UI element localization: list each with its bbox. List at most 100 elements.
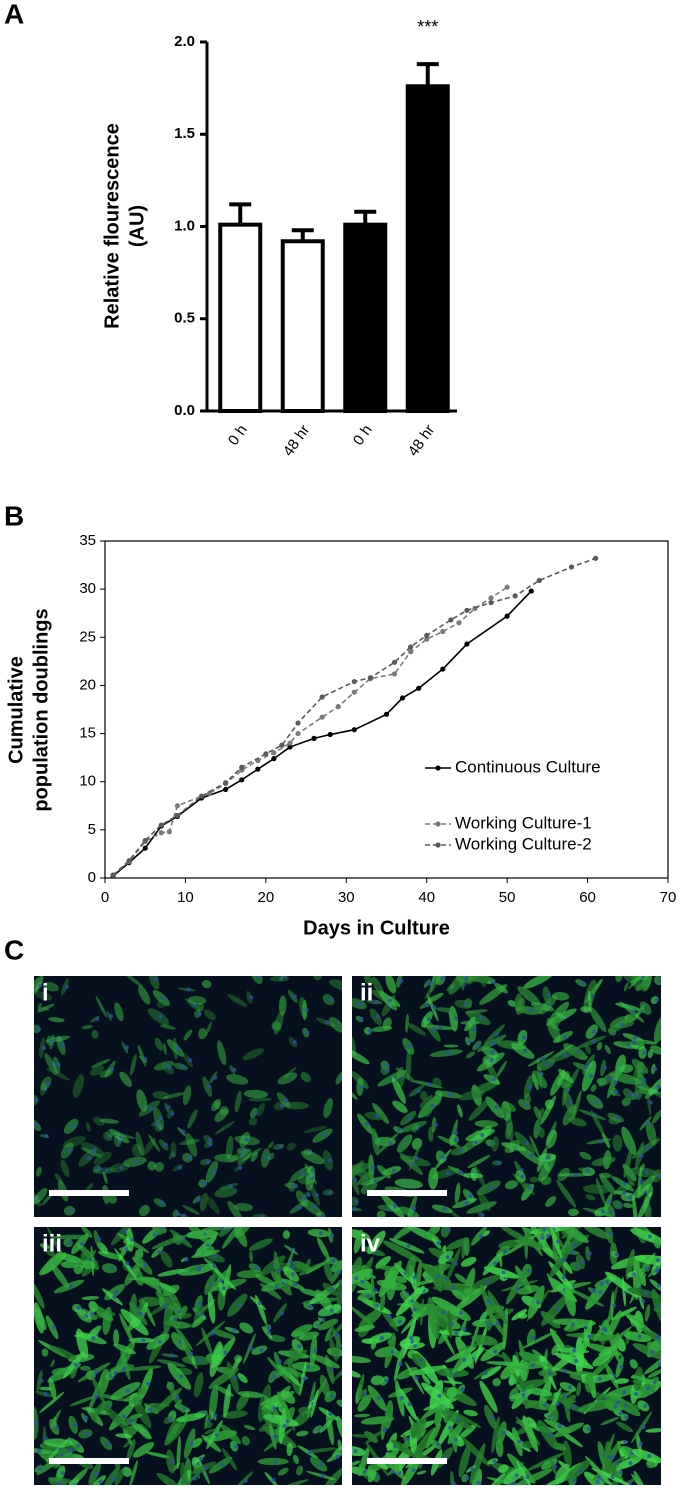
cell	[479, 984, 508, 1005]
nucleus	[181, 1129, 186, 1134]
cell	[192, 1195, 201, 1204]
nucleus	[490, 980, 495, 985]
nucleus	[615, 1115, 620, 1120]
nucleus	[592, 1288, 597, 1293]
nucleus	[655, 1258, 660, 1263]
cell	[547, 1272, 557, 1293]
cell	[78, 1260, 96, 1269]
nucleus	[589, 1074, 594, 1079]
cell	[50, 1359, 56, 1368]
nucleus	[427, 1017, 432, 1022]
nucleus	[124, 1045, 129, 1050]
cell	[421, 1374, 431, 1385]
nucleus	[179, 1374, 184, 1379]
cell	[90, 1065, 104, 1076]
cell	[447, 1310, 453, 1338]
cell	[205, 1160, 218, 1183]
nucleus	[198, 1301, 203, 1306]
nucleus	[335, 1454, 340, 1459]
nucleus	[228, 1184, 233, 1189]
cell	[286, 1442, 293, 1457]
nucleus	[620, 1023, 625, 1028]
nucleus	[497, 1160, 502, 1165]
cell	[352, 1048, 370, 1065]
cell	[522, 1415, 539, 1452]
cell	[48, 1377, 57, 1400]
nucleus	[106, 1441, 111, 1446]
cell	[533, 1106, 543, 1121]
nucleus	[526, 1268, 531, 1273]
nucleus	[605, 1279, 610, 1284]
nucleus	[69, 1284, 74, 1289]
cell	[621, 1097, 631, 1107]
nucleus	[292, 1040, 297, 1045]
nucleus	[599, 1281, 604, 1286]
nucleus	[238, 1166, 243, 1171]
nucleus	[436, 1241, 441, 1246]
nucleus	[145, 1382, 150, 1387]
cell	[529, 1176, 539, 1183]
nucleus	[155, 1121, 160, 1126]
cell	[379, 1296, 386, 1312]
nucleus	[134, 1159, 139, 1164]
cell	[99, 1118, 119, 1124]
cell	[532, 1070, 548, 1089]
cell	[538, 1154, 556, 1182]
point	[504, 584, 510, 590]
nucleus	[169, 1353, 174, 1358]
y-tick-label: 1.0	[174, 217, 195, 234]
cell	[486, 1361, 526, 1366]
cell	[564, 1286, 576, 1317]
point	[383, 711, 390, 717]
y-tick-label: 35	[79, 532, 96, 549]
cell	[369, 1008, 382, 1026]
nucleus	[567, 1385, 572, 1390]
nucleus	[522, 1035, 527, 1040]
cell	[246, 990, 253, 1004]
y-axis-label: Relative flourescence	[101, 123, 123, 329]
cell	[191, 1437, 203, 1448]
nucleus	[257, 1301, 262, 1306]
cell	[267, 1141, 275, 1149]
nucleus	[49, 1038, 54, 1043]
point	[319, 714, 325, 720]
cell	[281, 1278, 305, 1291]
annotation: ***	[417, 17, 438, 37]
nucleus	[164, 1063, 169, 1068]
nucleus	[67, 1148, 72, 1153]
cell	[579, 1151, 592, 1160]
nucleus	[257, 976, 262, 979]
nucleus	[580, 980, 585, 985]
cell	[49, 1409, 61, 1429]
nucleus	[301, 1196, 306, 1201]
point	[424, 632, 430, 638]
nucleus	[573, 1172, 578, 1177]
cell	[132, 1395, 143, 1406]
cell	[298, 1262, 324, 1276]
point	[287, 740, 293, 746]
cell	[370, 1375, 384, 1386]
cell	[585, 1455, 613, 1485]
cell	[201, 980, 212, 989]
nucleus	[530, 1363, 535, 1368]
cell	[164, 1102, 170, 1113]
cell	[584, 1044, 591, 1055]
micrograph	[34, 1227, 342, 1485]
cell	[329, 979, 342, 991]
cell	[443, 1044, 459, 1048]
cell	[90, 1058, 111, 1068]
cell	[500, 1362, 518, 1380]
cell	[216, 1040, 227, 1066]
nucleus	[373, 1288, 378, 1293]
nucleus	[197, 1265, 202, 1270]
cell	[281, 1390, 296, 1404]
cell	[358, 1309, 383, 1329]
nucleus	[603, 1066, 608, 1071]
nucleus	[638, 1441, 643, 1446]
nucleus	[55, 1241, 60, 1246]
point	[287, 744, 293, 750]
y-tick-label: 30	[79, 580, 96, 597]
nucleus	[166, 1105, 171, 1110]
cell	[144, 1405, 151, 1414]
legend-marker	[435, 765, 441, 771]
